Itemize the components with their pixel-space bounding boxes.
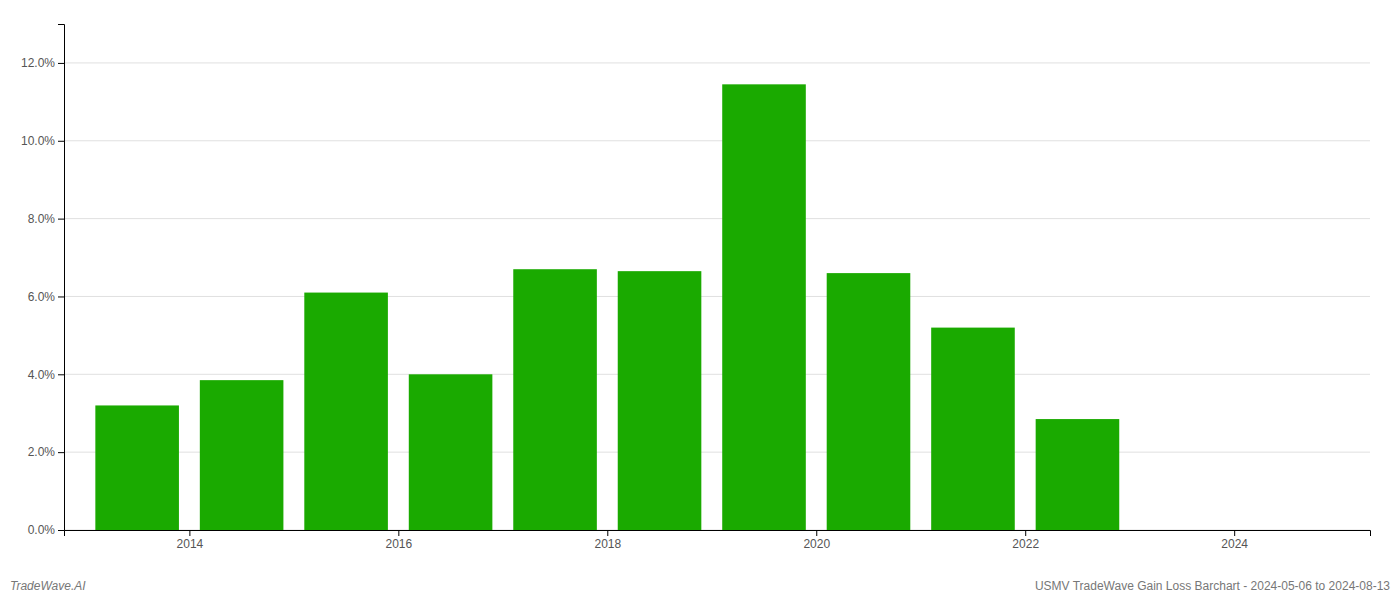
x-tick-mark bbox=[607, 530, 608, 536]
y-tick: 4.0% bbox=[28, 368, 64, 382]
y-tick-mark bbox=[58, 374, 64, 375]
plot-area: 0.0%2.0%4.0%6.0%8.0%10.0%12.0%2014201620… bbox=[21, 25, 1371, 551]
footer-right: USMV TradeWave Gain Loss Barchart - 2024… bbox=[1035, 579, 1390, 593]
x-tick-label: 2020 bbox=[803, 537, 830, 551]
y-tick: 0.0% bbox=[28, 523, 64, 537]
grid-line bbox=[64, 140, 1370, 141]
grid bbox=[64, 63, 1370, 530]
y-tick-mark bbox=[58, 452, 64, 453]
y-axis: 0.0% 2.0% 4.0% 6.0% 8.0% 10.0% 12.0% bbox=[21, 25, 65, 538]
footer-left: TradeWave.AI bbox=[10, 579, 86, 593]
y-tick-label: 4.0% bbox=[28, 368, 56, 382]
x-tick: 2018 bbox=[594, 530, 621, 551]
y-tick-label: 6.0% bbox=[28, 290, 56, 304]
y-tick: 10.0% bbox=[21, 134, 64, 148]
bar bbox=[618, 271, 702, 530]
y-tick-label: 12.0% bbox=[21, 56, 55, 70]
bar bbox=[827, 273, 911, 530]
y-tick-label: 2.0% bbox=[28, 445, 56, 459]
y-tick: 2.0% bbox=[28, 445, 64, 459]
chart-container: 0.0%2.0%4.0%6.0%8.0%10.0%12.0%2014201620… bbox=[0, 0, 1400, 600]
x-tick-label: 2014 bbox=[177, 537, 204, 551]
chart-svg: 0.0%2.0%4.0%6.0%8.0%10.0%12.0%2014201620… bbox=[0, 0, 1400, 600]
y-tick: 12.0% bbox=[21, 56, 64, 70]
x-tick-label: 2016 bbox=[385, 537, 412, 551]
bar bbox=[95, 405, 179, 530]
bar bbox=[1036, 419, 1120, 530]
x-tick-mark bbox=[189, 530, 190, 536]
y-tick-mark bbox=[58, 63, 64, 64]
bar bbox=[409, 374, 493, 530]
bar bbox=[200, 380, 284, 530]
x-tick-label: 2024 bbox=[1221, 537, 1248, 551]
x-tick-mark bbox=[1234, 530, 1235, 536]
y-tick-label: 8.0% bbox=[28, 212, 56, 226]
bar bbox=[722, 84, 806, 530]
bar bbox=[931, 328, 1015, 530]
grid-line bbox=[64, 296, 1370, 297]
bar bbox=[513, 269, 597, 530]
y-tick-mark bbox=[58, 141, 64, 142]
x-tick: 2020 bbox=[803, 530, 830, 551]
x-tick-label: 2022 bbox=[1012, 537, 1039, 551]
x-tick: 2014 bbox=[177, 530, 204, 551]
grid-line bbox=[64, 374, 1370, 375]
y-tick: 6.0% bbox=[28, 290, 64, 304]
x-tick: 2024 bbox=[1221, 530, 1248, 551]
x-tick: 2022 bbox=[1012, 530, 1039, 551]
y-tick: 8.0% bbox=[28, 212, 64, 226]
grid-line bbox=[64, 62, 1370, 63]
x-tick: 2016 bbox=[385, 530, 412, 551]
x-axis: 2014 2016 2018 2020 2022 2024 bbox=[65, 530, 1371, 551]
bar bbox=[304, 293, 388, 530]
y-tick-mark bbox=[58, 296, 64, 297]
y-tick-label: 0.0% bbox=[28, 523, 56, 537]
y-tick-mark bbox=[58, 530, 64, 531]
x-tick-mark bbox=[1025, 530, 1026, 536]
y-tick-label: 10.0% bbox=[21, 134, 55, 148]
y-axis-line bbox=[58, 25, 65, 531]
y-tick-mark bbox=[58, 219, 64, 220]
x-tick-mark bbox=[398, 530, 399, 536]
x-axis-line bbox=[65, 531, 1371, 537]
x-tick-mark bbox=[816, 530, 817, 536]
grid-line bbox=[64, 218, 1370, 219]
x-tick-label: 2018 bbox=[594, 537, 621, 551]
bars bbox=[95, 84, 1119, 530]
